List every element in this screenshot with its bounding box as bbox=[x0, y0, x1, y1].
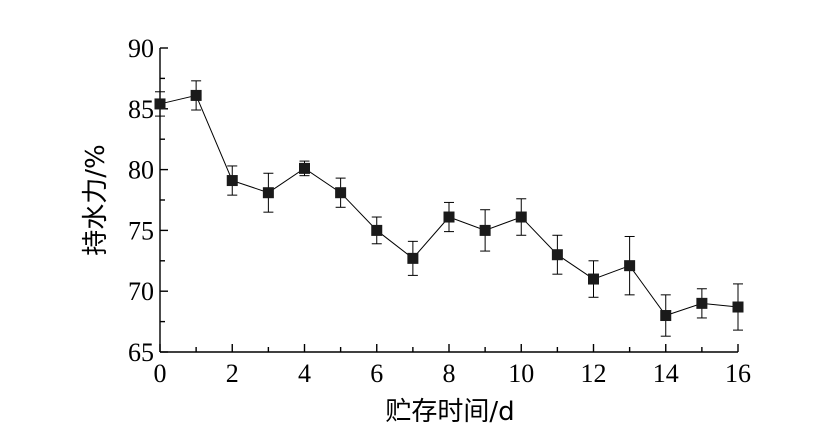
data-point bbox=[154, 98, 166, 110]
x-tick-label: 14 bbox=[653, 359, 679, 388]
data-point bbox=[515, 211, 527, 223]
data-point bbox=[407, 252, 419, 264]
data-point bbox=[660, 310, 672, 322]
x-tick-label: 10 bbox=[508, 359, 534, 388]
data-point bbox=[479, 224, 491, 236]
data-point bbox=[551, 249, 563, 261]
y-tick-label: 70 bbox=[128, 277, 154, 306]
data-point bbox=[335, 187, 347, 199]
y-tick-label: 90 bbox=[128, 34, 154, 63]
data-point bbox=[443, 211, 455, 223]
y-tick-label: 85 bbox=[128, 95, 154, 124]
data-point bbox=[732, 301, 744, 313]
x-tick-label: 16 bbox=[725, 359, 751, 388]
x-tick-label: 0 bbox=[154, 359, 167, 388]
data-point bbox=[190, 89, 202, 101]
y-tick-label: 80 bbox=[128, 156, 154, 185]
y-tick-label: 75 bbox=[128, 216, 154, 245]
x-axis-title: 贮存时间/d bbox=[385, 397, 514, 427]
x-tick-label: 6 bbox=[370, 359, 383, 388]
axes: 0 2 4 6 8 10 12 14 16 65 70 75 80 85 90 bbox=[128, 34, 751, 388]
data-point bbox=[624, 260, 636, 272]
x-tick-label: 8 bbox=[443, 359, 456, 388]
data-point bbox=[588, 273, 599, 285]
series bbox=[154, 80, 744, 337]
y-axis-title: 持水力/% bbox=[81, 144, 111, 255]
data-point bbox=[299, 162, 310, 174]
y-tick-label: 65 bbox=[128, 338, 154, 367]
data-point bbox=[696, 297, 708, 309]
data-point bbox=[371, 224, 383, 236]
x-tick-label: 4 bbox=[298, 359, 311, 388]
data-point bbox=[226, 175, 238, 187]
x-tick-label: 12 bbox=[581, 359, 607, 388]
x-tick-label: 2 bbox=[226, 359, 239, 388]
data-point bbox=[262, 187, 274, 199]
